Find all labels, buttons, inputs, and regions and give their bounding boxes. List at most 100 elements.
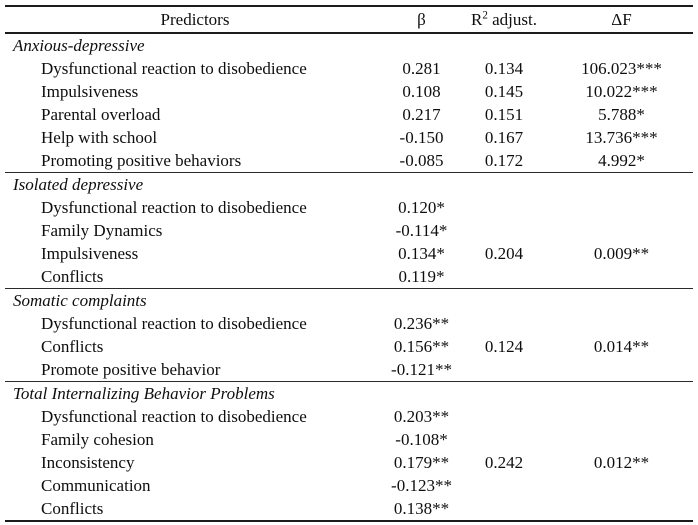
section-title-row: Total Internalizing Behavior Problems	[5, 382, 693, 406]
beta-cell: 0.217	[402, 105, 441, 124]
predictor-cell: Family cohesion	[41, 430, 154, 449]
table-header: Predictors β R2 adjust. ΔF	[5, 6, 693, 33]
table-row: Conflicts 0.156** 0.124 0.014**	[5, 335, 693, 358]
r2-cell	[458, 405, 550, 428]
predictor-cell: Promoting positive behaviors	[41, 151, 242, 170]
r2-cell	[458, 219, 550, 242]
beta-cell: 0.281	[402, 59, 441, 78]
table-row: Dysfunctional reaction to disobedience 0…	[5, 57, 693, 80]
predictor-cell: Conflicts	[41, 337, 104, 356]
r2-superscript: 2	[482, 9, 488, 22]
r2-cell: 0.242	[484, 453, 524, 472]
predictor-cell: Dysfunctional reaction to disobedience	[41, 198, 307, 217]
beta-cell: -0.114*	[395, 221, 448, 240]
column-header-beta: β	[417, 10, 426, 29]
predictor-cell: Impulsiveness	[41, 244, 139, 263]
predictor-cell: Parental overload	[41, 105, 161, 124]
predictor-cell: Help with school	[41, 128, 158, 147]
delta-f-cell: 5.788*	[598, 105, 645, 124]
beta-cell: 0.236**	[393, 314, 450, 333]
r2-cell: 0.151	[484, 105, 524, 124]
beta-cell: -0.121**	[391, 360, 452, 379]
header-row: Predictors β R2 adjust. ΔF	[5, 6, 693, 33]
regression-results-table: Predictors β R2 adjust. ΔF Anxious-depre…	[5, 5, 693, 522]
predictor-cell: Dysfunctional reaction to disobedience	[41, 407, 307, 426]
table-row: Dysfunctional reaction to disobedience 0…	[5, 312, 693, 335]
delta-f-cell: 13.736***	[585, 128, 658, 147]
r2-cell	[458, 312, 550, 335]
r2-cell	[458, 196, 550, 219]
delta-f-cell	[550, 219, 693, 242]
beta-cell: 0.119*	[398, 267, 445, 286]
predictor-cell: Conflicts	[41, 267, 104, 286]
table-row: Family Dynamics -0.114*	[5, 219, 693, 242]
beta-cell: 0.134*	[398, 244, 445, 263]
table-row: Promoting positive behaviors -0.085 0.17…	[5, 149, 693, 173]
r2-cell: 0.124	[484, 337, 524, 356]
predictor-cell: Conflicts	[41, 499, 104, 518]
r2-cell: 0.145	[484, 82, 524, 101]
section-title: Isolated depressive	[13, 175, 144, 194]
section-title-row: Isolated depressive	[5, 173, 693, 197]
delta-f-cell: 0.014**	[593, 337, 650, 356]
delta-f-cell: 10.022***	[585, 82, 658, 101]
table-row: Help with school -0.150 0.167 13.736***	[5, 126, 693, 149]
beta-cell: 0.108	[402, 82, 441, 101]
delta-f-cell	[550, 265, 693, 289]
r2-cell: 0.167	[484, 128, 524, 147]
delta-f-cell: 0.009**	[593, 244, 650, 263]
table-row: Conflicts 0.119*	[5, 265, 693, 289]
delta-f-cell	[550, 474, 693, 497]
table-row: Inconsistency 0.179** 0.242 0.012**	[5, 451, 693, 474]
delta-f-cell: 4.992*	[598, 151, 645, 170]
beta-cell: 0.138**	[393, 499, 450, 518]
beta-cell: 0.156**	[393, 337, 450, 356]
r2-cell	[458, 265, 550, 289]
r2-cell	[458, 358, 550, 382]
table-row: Communication -0.123**	[5, 474, 693, 497]
predictor-cell: Impulsiveness	[41, 82, 139, 101]
predictor-cell: Dysfunctional reaction to disobedience	[41, 59, 307, 78]
predictor-cell: Promote positive behavior	[41, 360, 221, 379]
section-title: Total Internalizing Behavior Problems	[13, 384, 275, 403]
section-title-row: Anxious-depressive	[5, 33, 693, 57]
delta-f-cell: 0.012**	[593, 453, 650, 472]
beta-cell: 0.203**	[393, 407, 450, 426]
section-title: Anxious-depressive	[13, 36, 145, 55]
table-row: Parental overload 0.217 0.151 5.788*	[5, 103, 693, 126]
column-header-delta-f: ΔF	[611, 10, 632, 29]
beta-cell: -0.123**	[391, 476, 452, 495]
r2-cell	[458, 474, 550, 497]
section-title-row: Somatic complaints	[5, 289, 693, 313]
r2-cell	[458, 497, 550, 521]
r2-cell: 0.204	[484, 244, 524, 263]
r2-cell: 0.134	[484, 59, 524, 78]
column-header-predictors: Predictors	[160, 10, 230, 29]
delta-f-cell: 106.023***	[581, 59, 662, 78]
section-somatic-complaints: Somatic complaints Dysfunctional reactio…	[5, 288, 693, 382]
r2-cell	[458, 428, 550, 451]
section-total-internalizing: Total Internalizing Behavior Problems Dy…	[5, 381, 693, 522]
delta-f-cell	[550, 196, 693, 219]
table-row: Conflicts 0.138**	[5, 497, 693, 521]
delta-f-cell	[550, 405, 693, 428]
beta-cell: -0.150	[399, 128, 444, 147]
delta-f-cell	[550, 428, 693, 451]
beta-cell: 0.179**	[393, 453, 450, 472]
column-header-r2-adjust: R2 adjust.	[458, 6, 550, 33]
table-row: Dysfunctional reaction to disobedience 0…	[5, 196, 693, 219]
delta-f-cell	[550, 312, 693, 335]
section-isolated-depressive: Isolated depressive Dysfunctional reacti…	[5, 172, 693, 289]
predictor-cell: Dysfunctional reaction to disobedience	[41, 314, 307, 333]
delta-f-cell	[550, 358, 693, 382]
beta-cell: -0.108*	[395, 430, 448, 449]
beta-cell: -0.085	[399, 151, 444, 170]
table-row: Promote positive behavior -0.121**	[5, 358, 693, 382]
delta-f-cell	[550, 497, 693, 521]
predictor-cell: Inconsistency	[41, 453, 135, 472]
r2-rest-text: adjust.	[487, 10, 537, 29]
predictor-cell: Family Dynamics	[41, 221, 163, 240]
table-row: Family cohesion -0.108*	[5, 428, 693, 451]
beta-cell: 0.120*	[398, 198, 445, 217]
